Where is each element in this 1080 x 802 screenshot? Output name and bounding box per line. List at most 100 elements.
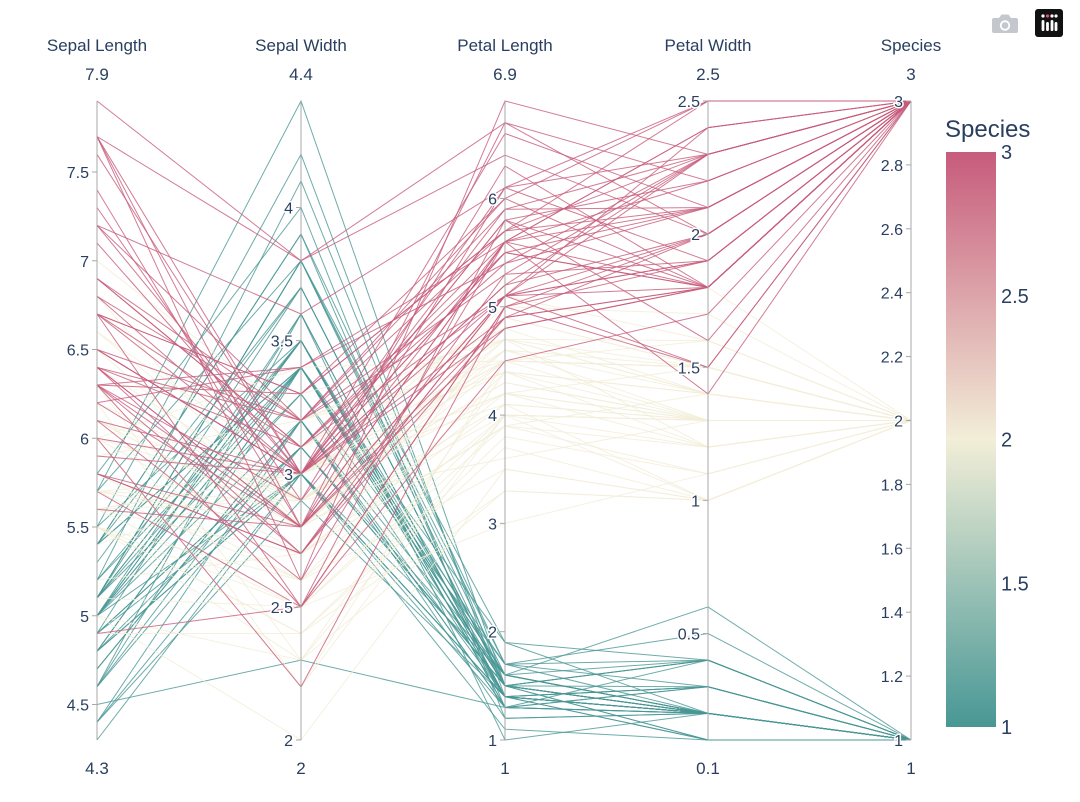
data-polyline xyxy=(96,100,912,475)
axis-sepal-width[interactable]: Sepal Width 4.4 22 2.5 3 3.5 4 xyxy=(255,36,347,778)
data-polyline xyxy=(96,393,912,581)
colorbar-tick-label: 3 xyxy=(1001,142,1012,164)
data-polyline xyxy=(96,100,912,475)
axis-tick-label: 6 xyxy=(80,431,89,448)
data-polyline xyxy=(96,393,912,741)
axis-title: Petal Length xyxy=(457,36,552,55)
axis-range-max: 7.9 xyxy=(85,65,109,84)
data-polyline xyxy=(96,100,912,475)
axis-tick-label: 2.2 xyxy=(881,350,903,367)
data-polyline xyxy=(96,420,912,555)
axis-tick-label: 1.6 xyxy=(881,541,903,558)
axis-title: Sepal Length xyxy=(47,36,147,55)
data-polyline xyxy=(96,100,912,448)
data-polyline xyxy=(96,100,912,395)
data-polyline xyxy=(96,100,912,475)
axis-range-min: 0.1 xyxy=(696,759,720,778)
axis-tick-label: 2 xyxy=(691,227,700,244)
axis-range-min: 1 xyxy=(906,759,915,778)
axis-range-max: 6.9 xyxy=(493,65,517,84)
data-polyline xyxy=(96,100,912,448)
axis-tick-label: 3 xyxy=(894,94,903,111)
axis-tick-label: 1 xyxy=(488,733,497,750)
axis-tick-label: 2 xyxy=(488,625,497,642)
data-polyline xyxy=(96,100,911,395)
axis-petal-length[interactable]: Petal Length 6.9 11 2 3 4 5 6 xyxy=(457,36,552,778)
data-polyline xyxy=(96,100,912,475)
data-polyline xyxy=(96,100,912,502)
data-polyline xyxy=(96,403,911,528)
data-polyline xyxy=(96,339,912,741)
axis-tick-label: 1.5 xyxy=(678,360,700,377)
colorbar: Species 1 1.5 2 2.5 3 xyxy=(945,116,1030,739)
data-polyline xyxy=(96,100,912,448)
axis-tick-label: 4 xyxy=(284,201,293,218)
data-polyline xyxy=(96,339,912,741)
colorbar-title: Species xyxy=(945,116,1030,143)
data-polyline xyxy=(96,259,912,741)
data-polyline xyxy=(96,414,912,581)
axis-range-min: 4.3 xyxy=(85,759,109,778)
colorbar-tick-label: 2.5 xyxy=(1001,286,1029,308)
data-polyline xyxy=(96,259,912,741)
axis-tick-label: 5 xyxy=(488,300,497,317)
data-polyline xyxy=(96,420,912,661)
axis-tick-label: 4.5 xyxy=(67,698,89,715)
data-polyline xyxy=(96,100,912,475)
axis-tick-label: 2.8 xyxy=(881,158,903,175)
plotly-logo-button[interactable] xyxy=(1034,8,1064,38)
data-polyline xyxy=(96,295,912,555)
plotly-logo-icon xyxy=(1035,9,1063,37)
modebar xyxy=(990,8,1064,38)
data-polyline xyxy=(96,100,912,475)
axis-tick-label: 4 xyxy=(488,408,497,425)
axes-layer: Sepal Length 7.9 4.3 4.5 5 5.5 6 6.5 7 7.5 Sepal W… xyxy=(47,36,941,778)
data-polyline xyxy=(96,259,912,741)
axis-tick-label: 0.5 xyxy=(678,627,700,644)
axis-tick-label: 2.5 xyxy=(271,600,293,617)
colorbar-gradient xyxy=(946,152,996,727)
axis-tick-label: 2.4 xyxy=(881,286,903,303)
data-polyline xyxy=(96,233,912,741)
axis-species[interactable]: Species 3 11 1.2 1.4 1.6 1.8 2 2.2 2.4 2.6 2.8 3 xyxy=(879,36,941,778)
axis-tick-label: 1 xyxy=(691,493,700,510)
axis-tick-label: 2 xyxy=(894,414,903,431)
axis-range-max: 3 xyxy=(906,65,915,84)
axis-tick-label: 2.5 xyxy=(678,94,700,111)
axis-title: Sepal Width xyxy=(255,36,347,55)
data-polyline xyxy=(96,100,912,555)
axis-tick-label: 5.5 xyxy=(67,520,89,537)
data-polyline xyxy=(96,100,912,475)
axis-tick-label: 3 xyxy=(284,467,293,484)
axis-tick-label: 1.8 xyxy=(881,477,903,494)
data-polyline xyxy=(96,100,912,475)
axis-sepal-length[interactable]: Sepal Length 7.9 4.3 4.5 5 5.5 6 6.5 7 7.5 xyxy=(47,36,147,778)
axis-petal-width[interactable]: Petal Width 2.5 0.1 0.5 1 1.5 2 2.5 xyxy=(665,36,752,778)
axis-tick-label: 1 xyxy=(894,733,903,750)
data-polyline xyxy=(96,259,912,741)
axis-title: Petal Width xyxy=(665,36,752,55)
data-polyline xyxy=(96,100,912,404)
data-polyline xyxy=(96,100,912,448)
polylines-layer xyxy=(96,99,912,741)
data-polyline xyxy=(96,339,912,741)
data-polyline xyxy=(96,233,912,741)
axis-title: Species xyxy=(881,36,941,55)
data-polyline xyxy=(96,100,912,475)
axis-tick-label: 3 xyxy=(488,516,497,533)
axis-range-min: 1 xyxy=(500,759,509,778)
axis-tick-label: 1.4 xyxy=(881,605,903,622)
data-polyline xyxy=(96,100,911,395)
axis-tick-label: 2.6 xyxy=(881,222,903,239)
colorbar-tick-label: 2 xyxy=(1001,430,1012,452)
colorbar-tick-label: 1 xyxy=(1001,717,1012,739)
data-polyline xyxy=(96,393,912,741)
camera-button[interactable] xyxy=(990,8,1020,38)
data-polyline xyxy=(96,100,912,475)
axis-tick-label: 7.5 xyxy=(67,165,89,182)
axis-tick-label: 6 xyxy=(488,191,497,208)
axis-range-max: 4.4 xyxy=(289,65,313,84)
axis-tick-label: 2 xyxy=(284,733,293,750)
data-polyline xyxy=(96,339,912,741)
